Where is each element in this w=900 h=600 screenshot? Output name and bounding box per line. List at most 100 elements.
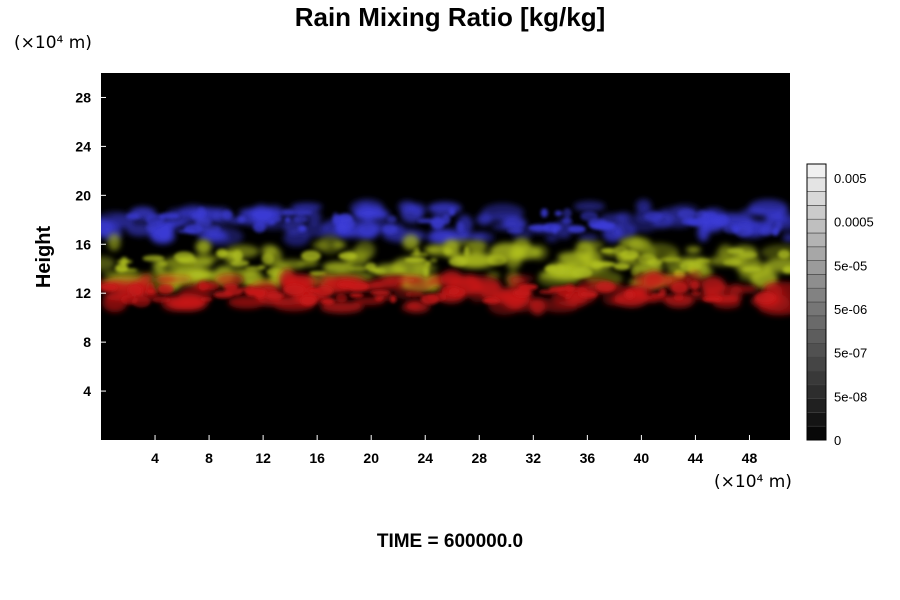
rain-blob xyxy=(348,282,369,291)
rain-blob xyxy=(420,293,440,305)
colorbar-level xyxy=(806,274,827,289)
rain-blob xyxy=(145,223,155,232)
rain-blob xyxy=(372,268,386,274)
rain-blob xyxy=(564,293,572,300)
y-tick-label: 12 xyxy=(75,285,91,301)
rain-blob xyxy=(755,291,776,304)
colorbar-label: 5e-06 xyxy=(834,302,867,317)
rain-blob xyxy=(102,271,144,278)
rain-blob xyxy=(191,214,204,219)
rain-blob xyxy=(459,232,487,241)
rain-blob xyxy=(230,259,250,267)
rain-blob xyxy=(166,293,209,312)
rain-blob xyxy=(628,236,644,254)
rain-blob xyxy=(677,208,697,219)
rain-blob xyxy=(467,240,488,253)
rain-blob xyxy=(723,224,741,234)
rain-blob xyxy=(765,212,786,223)
rain-blob xyxy=(177,256,197,264)
rain-blob xyxy=(336,223,348,232)
x-tick-label: 48 xyxy=(742,450,758,466)
rain-blob xyxy=(189,255,221,262)
x-tick-label: 28 xyxy=(471,450,487,466)
rain-blob xyxy=(600,248,615,254)
rain-blob xyxy=(775,221,783,232)
rain-blob xyxy=(469,281,503,295)
y-tick-label: 4 xyxy=(83,383,91,399)
rain-blob xyxy=(443,248,453,255)
rain-blob xyxy=(456,221,465,233)
rain-blob xyxy=(186,270,215,279)
rain-blob xyxy=(158,212,180,220)
y-tick-label: 16 xyxy=(75,236,91,252)
rain-blob xyxy=(293,210,312,216)
rain-blob xyxy=(562,217,572,224)
rain-blob xyxy=(260,244,278,256)
rain-blob xyxy=(697,223,710,242)
rain-blob xyxy=(410,203,426,217)
rain-blob xyxy=(417,218,435,224)
rain-blob xyxy=(101,283,118,292)
rain-blob xyxy=(567,225,586,234)
rain-blob xyxy=(442,239,460,259)
rain-blob xyxy=(562,208,572,219)
rain-blob xyxy=(266,267,285,277)
colorbar-label: 0.0005 xyxy=(834,215,874,230)
rain-blob xyxy=(382,224,398,234)
rain-blob xyxy=(487,254,508,266)
colorbar-label: 5e-05 xyxy=(834,258,867,273)
rain-blob xyxy=(349,293,364,298)
rain-blob xyxy=(268,219,276,225)
rain-blob xyxy=(107,214,135,229)
rain-blob xyxy=(300,295,317,306)
rain-blob xyxy=(297,225,307,232)
colorbar-level xyxy=(806,246,827,261)
rain-blob xyxy=(386,215,397,223)
rain-blob xyxy=(284,216,291,223)
x-axis: 4 8 12 16 20 24 28 32 36 40 44 48 xyxy=(151,435,757,466)
rain-blob xyxy=(152,296,171,303)
rain-blob xyxy=(548,286,567,292)
rain-blob xyxy=(696,210,709,221)
rain-blob xyxy=(610,294,646,307)
rain-blob xyxy=(545,233,559,243)
rain-blob xyxy=(643,294,674,301)
rain-blob xyxy=(332,212,339,224)
rain-blob xyxy=(307,210,322,226)
rain-blob xyxy=(102,293,128,313)
rain-layer-core xyxy=(101,280,776,308)
rain-blob xyxy=(317,235,343,255)
colorbar-level xyxy=(806,191,827,206)
colorbar-level xyxy=(806,425,827,441)
rain-blob xyxy=(544,264,558,273)
y-tick-label: 20 xyxy=(75,187,91,203)
rain-blob xyxy=(127,284,143,297)
rain-blob xyxy=(322,261,353,273)
rain-blob xyxy=(760,227,773,236)
x-tick-label: 36 xyxy=(580,450,596,466)
rain-blob xyxy=(356,203,374,221)
x-tick-label: 8 xyxy=(205,450,213,466)
rain-blob xyxy=(155,275,176,285)
rain-blob xyxy=(223,283,239,290)
rain-blob xyxy=(442,213,451,225)
colorbar-level xyxy=(806,412,827,427)
rain-blob xyxy=(571,267,593,279)
colorbar-level xyxy=(806,370,827,386)
rain-blob xyxy=(513,237,531,253)
x-tick-label: 24 xyxy=(417,450,433,466)
rain-blob xyxy=(555,218,573,239)
rain-blob xyxy=(726,248,745,254)
rain-blob xyxy=(405,291,424,298)
rain-blob xyxy=(613,223,637,240)
rain-blob xyxy=(370,289,391,296)
rain-blob xyxy=(700,276,726,297)
rain-blob xyxy=(429,258,438,263)
rain-blob xyxy=(120,256,129,266)
colorbar-label: 0.005 xyxy=(834,171,867,186)
rain-blob xyxy=(237,216,246,223)
rain-blob xyxy=(573,201,606,212)
rain-blob xyxy=(389,295,397,304)
colorbar-level xyxy=(806,384,827,399)
